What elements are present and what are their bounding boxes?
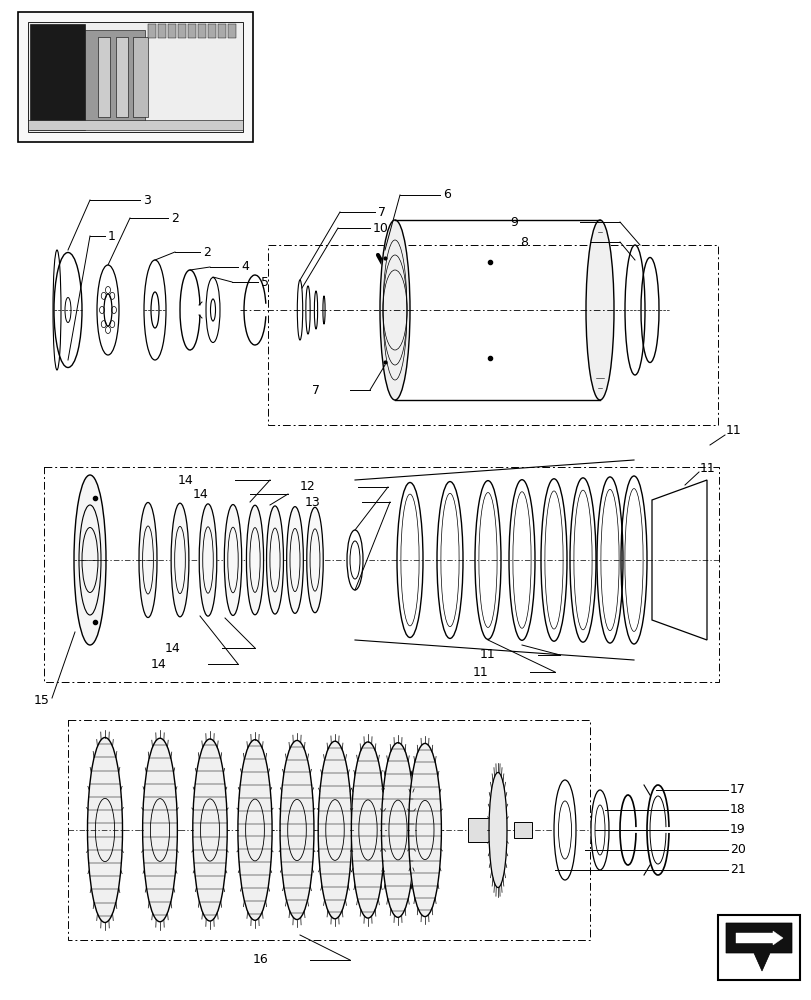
Bar xyxy=(148,24,156,38)
Text: 14: 14 xyxy=(150,658,165,670)
Bar xyxy=(188,24,195,38)
Ellipse shape xyxy=(408,743,441,917)
Ellipse shape xyxy=(624,245,644,375)
Ellipse shape xyxy=(74,475,106,645)
Ellipse shape xyxy=(586,220,613,400)
Bar xyxy=(228,24,236,38)
Bar xyxy=(158,24,165,38)
Ellipse shape xyxy=(540,479,566,641)
Bar xyxy=(133,37,148,117)
Bar xyxy=(208,24,216,38)
Ellipse shape xyxy=(206,277,220,342)
Ellipse shape xyxy=(224,505,242,615)
Ellipse shape xyxy=(590,790,608,870)
Ellipse shape xyxy=(640,257,659,362)
Text: 10: 10 xyxy=(372,222,388,234)
Text: 8: 8 xyxy=(519,235,527,248)
Text: 2: 2 xyxy=(171,212,178,225)
Ellipse shape xyxy=(266,506,283,614)
Bar xyxy=(268,245,717,425)
Ellipse shape xyxy=(508,480,534,640)
Ellipse shape xyxy=(88,737,122,922)
Text: 11: 11 xyxy=(725,424,740,436)
Bar xyxy=(178,24,186,38)
Ellipse shape xyxy=(143,738,177,922)
Ellipse shape xyxy=(307,507,323,613)
Bar xyxy=(717,915,799,980)
Ellipse shape xyxy=(246,505,264,615)
Ellipse shape xyxy=(596,477,622,643)
Bar xyxy=(217,24,225,38)
Ellipse shape xyxy=(280,740,314,920)
Ellipse shape xyxy=(318,741,351,919)
Ellipse shape xyxy=(171,503,189,617)
Ellipse shape xyxy=(569,478,595,642)
Bar xyxy=(116,37,128,117)
Text: 2: 2 xyxy=(203,245,211,258)
Ellipse shape xyxy=(139,502,157,617)
Text: 11: 11 xyxy=(472,666,487,678)
Text: 3: 3 xyxy=(143,194,151,207)
Ellipse shape xyxy=(238,740,272,920)
Text: 16: 16 xyxy=(252,953,268,966)
Ellipse shape xyxy=(97,265,119,355)
Ellipse shape xyxy=(144,260,165,360)
Text: 12: 12 xyxy=(299,481,315,493)
Bar xyxy=(168,24,176,38)
Ellipse shape xyxy=(199,504,217,616)
Bar xyxy=(28,120,242,130)
Text: 1: 1 xyxy=(108,230,116,242)
Bar xyxy=(30,24,85,130)
Text: 5: 5 xyxy=(260,275,268,288)
Ellipse shape xyxy=(192,739,227,921)
Ellipse shape xyxy=(346,530,363,590)
Ellipse shape xyxy=(553,780,575,880)
Bar xyxy=(85,30,145,124)
Text: 6: 6 xyxy=(443,188,450,202)
Text: 11: 11 xyxy=(478,648,495,662)
Polygon shape xyxy=(735,931,782,945)
Text: 19: 19 xyxy=(729,823,744,836)
Text: 18: 18 xyxy=(729,803,745,816)
Text: 7: 7 xyxy=(378,206,385,219)
Ellipse shape xyxy=(488,772,506,888)
Text: 4: 4 xyxy=(241,260,248,273)
Ellipse shape xyxy=(380,220,410,400)
Bar xyxy=(98,37,109,117)
Text: 17: 17 xyxy=(729,783,745,796)
Ellipse shape xyxy=(286,507,303,613)
Ellipse shape xyxy=(436,482,462,638)
Bar xyxy=(28,22,242,132)
Bar xyxy=(18,12,253,142)
Bar xyxy=(44,467,718,682)
Polygon shape xyxy=(725,923,791,971)
Text: 14: 14 xyxy=(177,474,193,487)
Ellipse shape xyxy=(351,742,384,918)
Text: 20: 20 xyxy=(729,843,745,856)
Text: 15: 15 xyxy=(34,694,50,706)
Text: 21: 21 xyxy=(729,863,744,876)
Ellipse shape xyxy=(620,476,646,644)
Ellipse shape xyxy=(54,252,82,367)
Text: 11: 11 xyxy=(699,462,714,475)
Bar xyxy=(68,720,590,940)
Text: 14: 14 xyxy=(164,642,180,654)
Text: 7: 7 xyxy=(311,383,320,396)
Ellipse shape xyxy=(381,743,414,917)
Bar xyxy=(513,822,531,838)
Text: 13: 13 xyxy=(304,495,320,508)
Text: 14: 14 xyxy=(192,488,208,500)
Bar xyxy=(467,818,497,842)
Bar xyxy=(198,24,206,38)
Ellipse shape xyxy=(474,481,500,639)
Ellipse shape xyxy=(397,483,423,638)
Text: 9: 9 xyxy=(509,216,517,229)
